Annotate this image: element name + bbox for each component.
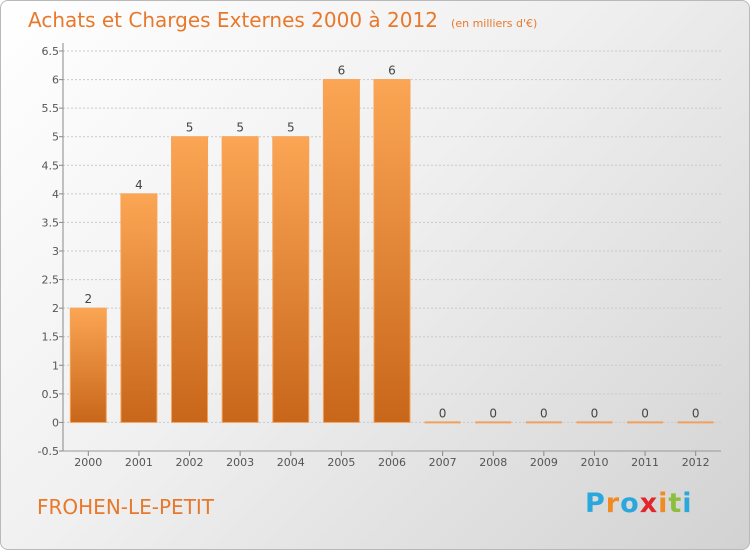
y-tick-label: 1.5 <box>42 331 60 344</box>
x-tick-label: 2000 <box>74 456 102 469</box>
y-tick-label: 5.5 <box>42 102 60 115</box>
data-label: 4 <box>135 178 143 192</box>
commune-name: FROHEN-LE-PETIT <box>37 495 215 519</box>
data-label: 0 <box>489 406 497 420</box>
bar <box>171 136 209 423</box>
logo-letter: x <box>639 488 659 519</box>
data-label: 5 <box>236 121 244 135</box>
bar <box>120 193 158 423</box>
x-tick-label: 2010 <box>580 456 608 469</box>
y-tick-label: 0 <box>52 416 59 429</box>
x-tick-label: 2012 <box>682 456 710 469</box>
bar <box>69 307 107 423</box>
chart-title: Achats et Charges Externes 2000 à 2012 <box>28 8 438 32</box>
data-label: 0 <box>692 406 700 420</box>
x-tick-label: 2002 <box>176 456 204 469</box>
logo-letter: i <box>658 488 669 519</box>
y-tick-label: 3 <box>52 245 59 258</box>
x-tick-label: 2006 <box>378 456 406 469</box>
data-label: 0 <box>641 406 649 420</box>
y-tick-label: 3.5 <box>42 216 60 229</box>
x-tick-label: 2003 <box>226 456 254 469</box>
title-row: Achats et Charges Externes 2000 à 2012 (… <box>28 8 537 32</box>
y-tick-label: 5 <box>52 131 59 144</box>
data-label: 5 <box>186 121 194 135</box>
x-tick-label: 2008 <box>479 456 507 469</box>
x-tick-label: 2007 <box>429 456 457 469</box>
bar <box>322 79 360 423</box>
y-tick-label: 4.5 <box>42 159 60 172</box>
data-label: 6 <box>338 64 346 78</box>
y-tick-label: -0.5 <box>38 445 59 458</box>
x-tick-label: 2011 <box>631 456 659 469</box>
data-labels: 2 4 5 5 5 6 6 0 0 0 0 0 0 <box>84 64 699 421</box>
logo-letter: P <box>585 488 606 519</box>
axes <box>59 43 721 456</box>
data-label: 0 <box>439 406 447 420</box>
y-tick-label: 6.5 <box>42 45 60 58</box>
chart-unit: (en milliers d'€) <box>451 17 538 30</box>
x-tick-labels: 2000 2001 2002 2003 2004 2005 2006 2007 2008 2009… <box>74 456 709 469</box>
data-label: 0 <box>591 406 599 420</box>
logo-letter: o <box>620 488 640 519</box>
bar <box>272 136 310 423</box>
y-tick-label: 4 <box>52 188 59 201</box>
x-tick-label: 2001 <box>125 456 153 469</box>
logo-letter: r <box>605 488 621 519</box>
data-label: 6 <box>388 64 396 78</box>
logo-letter: i <box>682 488 693 519</box>
data-label: 2 <box>84 292 92 306</box>
x-tick-label: 2004 <box>277 456 305 469</box>
y-tick-label: 6 <box>52 74 59 87</box>
y-tick-label: 2.5 <box>42 274 60 287</box>
y-tick-label: 2 <box>52 302 59 315</box>
bar <box>373 79 411 423</box>
bar <box>221 136 259 423</box>
data-label: 5 <box>287 121 295 135</box>
y-tick-label: 0.5 <box>42 388 60 401</box>
proxiti-logo[interactable]: Proxiti <box>585 488 693 519</box>
x-tick-label: 2005 <box>327 456 355 469</box>
data-label: 0 <box>540 406 548 420</box>
y-tick-labels: -0.5 0 0.5 1 1.5 2 2.5 3 3.5 4 4.5 5 5.5 6 6.5 <box>38 45 59 458</box>
bars <box>69 79 714 424</box>
y-tick-label: 1 <box>52 359 59 372</box>
x-tick-label: 2009 <box>530 456 558 469</box>
logo-letter: t <box>668 488 683 519</box>
